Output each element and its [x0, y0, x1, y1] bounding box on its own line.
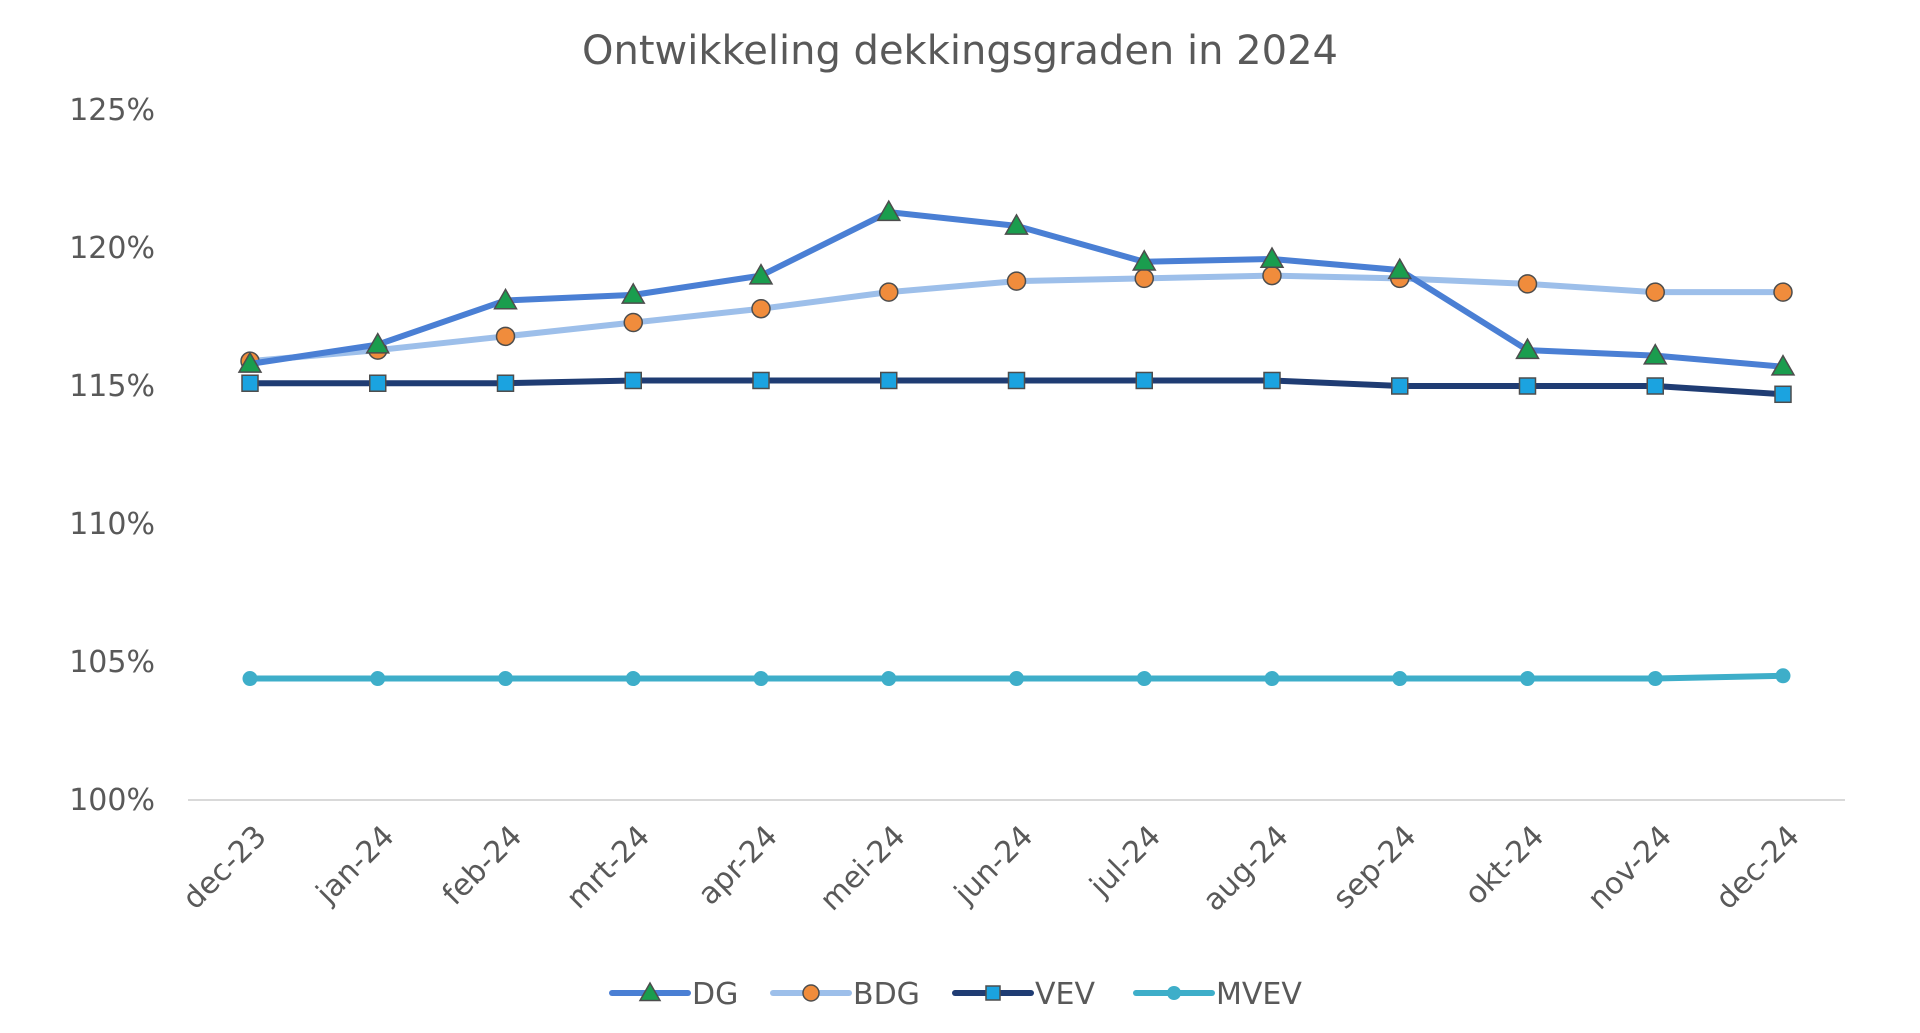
data-point-bdg — [1517, 274, 1538, 294]
legend-item-mvev: MVEV — [1133, 977, 1302, 1012]
data-point-dg — [493, 287, 518, 310]
data-point-mvev — [625, 671, 641, 687]
series-bdg — [240, 265, 1793, 371]
y-tick-label: 100% — [69, 783, 155, 818]
legend-label: VEV — [1035, 977, 1095, 1012]
data-point-bdg — [1645, 282, 1665, 302]
x-tick-label: jun-24 — [947, 819, 1040, 912]
data-point-bdg — [879, 282, 899, 302]
x-tick-label: mei-24 — [813, 819, 912, 918]
data-point-dg — [1131, 249, 1157, 271]
data-point-dg — [237, 351, 263, 373]
legend-label: BDG — [853, 977, 920, 1012]
data-point-mvev — [1264, 671, 1280, 687]
data-point-vev — [1646, 377, 1664, 395]
data-point-bdg — [1262, 265, 1282, 286]
data-point-mvev — [242, 671, 258, 687]
x-tick-label: jul-24 — [1083, 819, 1168, 904]
legend-label: DG — [692, 977, 738, 1012]
data-point-vev — [752, 371, 770, 390]
data-point-vev — [496, 374, 515, 392]
legend-marker — [638, 981, 662, 1002]
data-point-dg — [1515, 337, 1540, 360]
data-point-bdg — [1773, 282, 1793, 302]
data-point-bdg — [751, 298, 771, 319]
x-tick-label: apr-24 — [691, 819, 784, 912]
data-point-mvev — [498, 671, 513, 687]
legend-item-bdg: BDG — [770, 977, 920, 1012]
data-point-dg — [365, 332, 391, 354]
legend-item-vev: VEV — [952, 977, 1095, 1012]
legend-marker — [985, 985, 1001, 1001]
chart-title: Ontwikkeling dekkingsgraden in 2024 — [582, 28, 1338, 74]
data-point-vev — [1518, 377, 1537, 395]
legend-item-dg: DG — [609, 977, 738, 1012]
data-point-vev — [369, 374, 387, 392]
data-point-mvev — [1520, 671, 1535, 687]
y-tick-label: 125% — [69, 93, 155, 128]
data-point-dg — [1387, 257, 1413, 280]
data-point-vev — [880, 371, 898, 390]
x-tick-label: feb-24 — [436, 819, 529, 912]
data-point-vev — [1135, 371, 1153, 390]
data-point-vev — [1263, 371, 1281, 390]
data-point-vev — [241, 374, 259, 392]
data-point-mvev — [1136, 671, 1152, 687]
data-point-mvev — [881, 671, 897, 687]
data-point-bdg — [1134, 268, 1154, 289]
data-point-mvev — [1392, 671, 1408, 687]
data-point-dg — [1004, 213, 1029, 235]
series-dg — [237, 199, 1796, 376]
y-tick-label: 105% — [69, 645, 155, 680]
data-point-mvev — [1009, 671, 1024, 687]
x-tick-label: nov-24 — [1581, 819, 1679, 917]
series-vev — [241, 371, 1792, 404]
x-axis: dec-23 jan-24 feb-24 mrt-24 apr-24 mei-24 jun-… — [176, 799, 1845, 918]
y-tick-label: 115% — [69, 369, 155, 404]
x-tick-label: okt-24 — [1458, 819, 1551, 912]
data-point-dg — [1770, 354, 1796, 376]
series-layer — [237, 199, 1796, 687]
legend-marker — [802, 984, 820, 1002]
x-tick-label: dec-23 — [176, 819, 274, 917]
data-point-mvev — [1775, 668, 1791, 684]
data-point-bdg — [623, 312, 643, 333]
x-tick-label: aug-24 — [1196, 819, 1295, 918]
legend: DG BDG VEV MVEV — [609, 977, 1302, 1012]
data-point-dg — [1642, 343, 1668, 365]
y-axis: 100% 105% 110% 115% 120% 125% — [69, 93, 155, 818]
series-mvev — [242, 668, 1791, 687]
data-point-dg — [748, 263, 774, 285]
data-point-vev — [1391, 377, 1409, 395]
data-point-bdg — [495, 326, 516, 347]
x-tick-label: dec-24 — [1709, 819, 1807, 917]
data-point-vev — [624, 371, 642, 390]
data-point-dg — [1259, 246, 1285, 269]
x-tick-label: sep-24 — [1326, 819, 1423, 916]
legend-label: MVEV — [1216, 977, 1302, 1012]
y-tick-label: 120% — [69, 231, 155, 266]
data-point-vev — [1007, 371, 1026, 390]
data-point-dg — [876, 199, 902, 222]
legend-marker — [1167, 986, 1181, 1000]
data-point-mvev — [1647, 671, 1663, 687]
x-tick-label: mrt-24 — [560, 819, 657, 916]
data-point-mvev — [753, 671, 769, 687]
data-point-mvev — [370, 671, 386, 687]
data-point-bdg — [1006, 271, 1027, 291]
data-point-vev — [1774, 385, 1792, 404]
y-tick-label: 110% — [69, 507, 155, 542]
x-tick-label: jan-24 — [309, 819, 401, 911]
data-point-dg — [620, 282, 646, 304]
